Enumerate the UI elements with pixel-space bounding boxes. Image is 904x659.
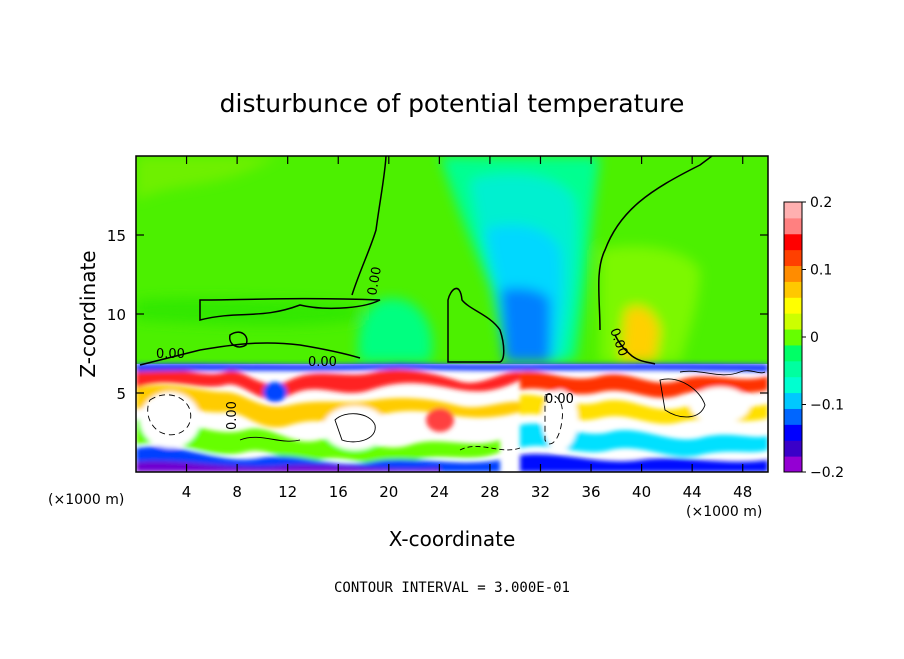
lower-vortex [690,387,750,423]
colorbar-swatch [784,392,802,409]
y-tick-label: 5 [116,385,126,403]
colorbar-ticks: 0.2 0.1 0 −0.1 −0.2 [802,195,844,481]
x-tick-label: 36 [581,483,600,501]
colorbar-tick-label: −0.1 [810,398,844,414]
lower-vortex [542,390,578,450]
x-axis: 4 8 12 16 20 24 28 32 36 40 44 48 [182,156,752,501]
colorbar-swatch [784,265,802,282]
chart-title: disturbunce of potential temperature [220,89,685,118]
contour-label: 0.00 [545,392,574,407]
contour-label: 0.00 [156,347,185,362]
upper-field-region [358,298,433,362]
x-tick-label: 32 [531,483,550,501]
x-tick-label: 20 [379,483,398,501]
colorbar-swatch [784,329,802,346]
contour-line [199,297,381,321]
lower-turbulent-band [136,418,500,466]
y-tick-label: 15 [107,227,126,245]
x-tick-label: 12 [278,483,297,501]
colorbar-swatch [784,313,802,330]
lower-vortex [263,382,287,402]
lower-turbulent-band [136,446,500,472]
contour-line [351,156,387,296]
colorbar-tick-label: −0.2 [810,465,844,481]
x-tick-label: 24 [430,483,449,501]
y-axis-label: Z-coordinate [76,250,100,377]
contour-label: 0.00 [225,401,240,430]
contour-line [659,378,706,418]
lower-vortex [323,406,387,450]
colorbar-swatch [784,408,802,425]
colorbar-swatch [784,440,802,457]
contour-interval: CONTOUR INTERVAL = 3.000E-01 [334,580,570,596]
colorbar-swatch [784,233,802,251]
lower-vortex [426,408,454,432]
contour-line [679,370,766,376]
x-tick-label: 44 [683,483,702,501]
colorbar-swatch [784,376,802,394]
colorbar-swatch [784,344,802,362]
y-tick-label: 10 [107,306,126,324]
contour-line [447,287,505,363]
contour-label: 0.00 [308,355,337,370]
upper-field-region [136,156,280,200]
colorbar-swatch [784,281,802,298]
colorbar [784,202,802,473]
x-tick-label: 28 [480,483,499,501]
colorbar-swatch [784,217,802,235]
colorbar-swatch [784,202,802,219]
x-unit-label: (×1000 m) [48,492,124,508]
upper-field-region [136,297,360,326]
colorbar-swatch [784,456,802,473]
y-axis: 5 10 15 [107,227,768,403]
x-tick-label: 4 [182,483,192,501]
lower-vortex [140,392,200,448]
x-tick-label: 8 [232,483,242,501]
lower-turbulent-band [520,423,768,457]
colorbar-tick-label: 0.1 [810,263,832,279]
x-tick-label: 16 [329,483,348,501]
x-axis-label: X-coordinate [389,527,516,551]
contour-line [147,394,192,436]
contour-line [239,436,301,442]
heatmap-field: 0.00 0.00 0.00 0.00 0.00 0.00 [136,156,768,472]
contour-label: 0.00 [365,266,385,297]
colorbar-swatch [784,360,802,378]
contour-line [614,334,656,365]
x-tick-label: 48 [733,483,752,501]
x-tick-label: 40 [632,483,651,501]
upper-field-region [500,288,550,362]
lower-turbulent-band [136,368,520,400]
lower-turbulent-band [520,454,768,472]
colorbar-tick-label: 0 [810,330,819,346]
contour-line [229,331,248,348]
contour-line [598,156,713,331]
x-unit-label-right: (×1000 m) [686,504,762,520]
colorbar-tick-label: 0.2 [810,195,832,211]
colorbar-swatch [784,249,802,267]
colorbar-swatch [784,424,802,441]
contour-line [334,413,376,443]
colorbar-swatch [784,297,802,314]
lower-turbulent-band [136,363,768,372]
lower-turbulent-band [136,385,520,428]
lower-turbulent-band [520,371,768,398]
upper-field-region [620,306,660,362]
